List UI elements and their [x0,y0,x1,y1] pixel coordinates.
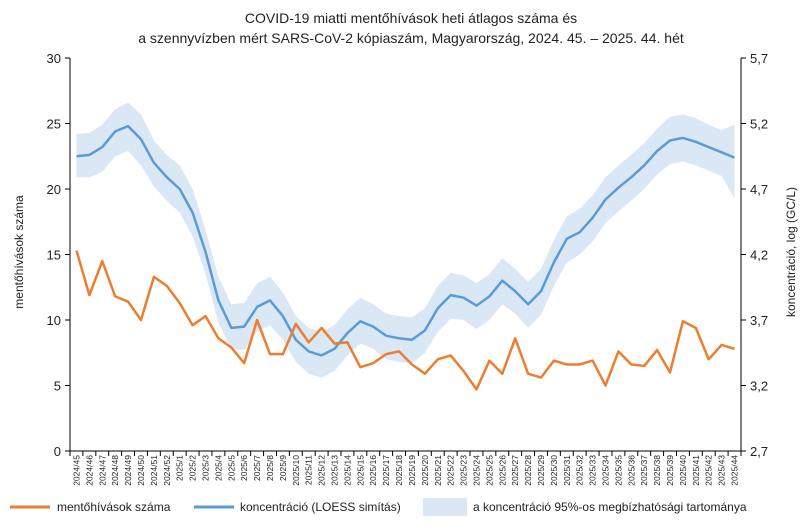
x-tick-label: 2025/18 [394,455,404,486]
x-tick-label: 2025/38 [652,455,662,486]
x-tick-label: 2025/28 [523,455,533,486]
series-line-calls [75,250,735,391]
x-tick-label: 2025/11 [304,455,314,485]
x-tick-label: 2024/46 [84,455,94,486]
x-tick-label: 2024/48 [110,455,120,486]
x-tick-label: 2025/7 [252,455,262,481]
x-tick-label: 2025/39 [665,455,675,486]
y-tick-label: 25 [47,117,61,132]
x-tick-label: 2025/37 [639,455,649,486]
x-tick-label: 2025/9 [278,455,288,481]
series-lines [75,124,735,391]
y2-tick-label: 3,2 [750,379,768,394]
x-tick-label: 2025/25 [484,455,494,486]
y-tick-label: 15 [47,248,61,263]
chart-title: COVID-19 miatti mentőhívások heti átlago… [245,10,577,26]
legend-label-concentration: koncentráció (LOESS simítás) [240,500,401,514]
y2-axis-label: koncentráció, log (GC/L) [784,187,798,317]
x-tick-label: 2025/32 [575,455,585,486]
y2-tick-label: 4,7 [750,182,768,197]
x-tick-label: 2025/1 [175,455,185,481]
series-line-concentration [76,124,735,357]
x-axis-ticks: 2024/45 2024/46 2024/47 2024/48 2024/49 2024/… [69,451,742,486]
x-tick-label: 2025/3 [201,455,211,481]
x-tick-label: 2024/45 [72,455,82,486]
x-tick-label: 2024/47 [97,455,107,486]
x-tick-label: 2025/2 [188,455,198,481]
x-tick-label: 2025/15 [355,455,365,486]
x-tick-label: 2025/26 [497,455,507,486]
chart-subtitle: a szennyvízben mért SARS-CoV-2 kópiaszám… [138,30,684,46]
x-tick-label: 2025/42 [704,455,714,486]
y2-tick-label: 4,2 [750,248,768,263]
x-tick-label: 2025/19 [407,455,417,486]
x-tick-label: 2025/40 [678,455,688,486]
x-tick-label: 2025/6 [239,455,249,481]
x-tick-label: 2024/49 [123,455,133,486]
x-tick-label: 2025/36 [626,455,636,486]
x-tick-label: 2024/52 [162,455,172,486]
x-tick-label: 2025/24 [472,455,482,486]
x-tick-label: 2025/16 [368,455,378,486]
x-tick-label: 2025/4 [213,455,223,481]
x-tick-label: 2025/31 [562,455,572,486]
x-tick-label: 2025/21 [433,455,443,486]
y-tick-label: 30 [47,51,61,66]
y2-tick-label: 5,7 [750,51,768,66]
x-tick-label: 2025/43 [717,455,727,486]
x-tick-label: 2025/20 [420,455,430,486]
y-tick-label: 10 [47,313,61,328]
x-tick-label: 2025/33 [588,455,598,486]
left-axis-ticks: 0 5 10 15 20 25 30 [47,51,70,459]
legend-label-band: a koncentráció 95%-os megbízhatósági tar… [473,500,747,514]
x-tick-label: 2024/51 [149,455,159,486]
axes [69,58,742,452]
confidence-band-layer [76,102,735,378]
x-tick-label: 2025/44 [730,455,740,486]
y-tick-label: 20 [47,182,61,197]
legend-label-calls: mentőhívások száma [57,500,171,514]
x-tick-label: 2025/27 [510,455,520,486]
y-axis-label: mentőhívások száma [12,195,26,309]
x-tick-label: 2025/35 [613,455,623,486]
y-tick-label: 5 [54,379,61,394]
x-tick-label: 2025/22 [446,455,456,486]
x-tick-label: 2025/10 [291,455,301,486]
x-tick-label: 2025/8 [265,455,275,481]
x-tick-label: 2025/14 [342,455,352,486]
x-tick-label: 2025/5 [226,455,236,481]
y2-tick-label: 3,7 [750,313,768,328]
x-tick-label: 2025/13 [330,455,340,486]
y-tick-label: 0 [54,444,61,459]
right-axis-ticks: 2,7 3,2 3,7 4,2 4,7 5,2 5,7 [741,51,768,459]
x-tick-label: 2025/41 [691,455,701,486]
x-tick-label: 2024/50 [136,455,146,486]
legend-swatch-band [423,498,467,516]
x-tick-label: 2025/34 [601,455,611,486]
y2-tick-label: 2,7 [750,444,768,459]
x-tick-label: 2025/23 [459,455,469,486]
confidence-band [76,102,735,378]
x-tick-label: 2025/30 [549,455,559,486]
x-tick-label: 2025/12 [317,455,327,486]
y2-tick-label: 5,2 [750,117,768,132]
x-tick-label: 2025/29 [536,455,546,486]
x-tick-label: 2025/17 [381,455,391,486]
legend: mentőhívások száma koncentráció (LOESS s… [10,498,747,516]
